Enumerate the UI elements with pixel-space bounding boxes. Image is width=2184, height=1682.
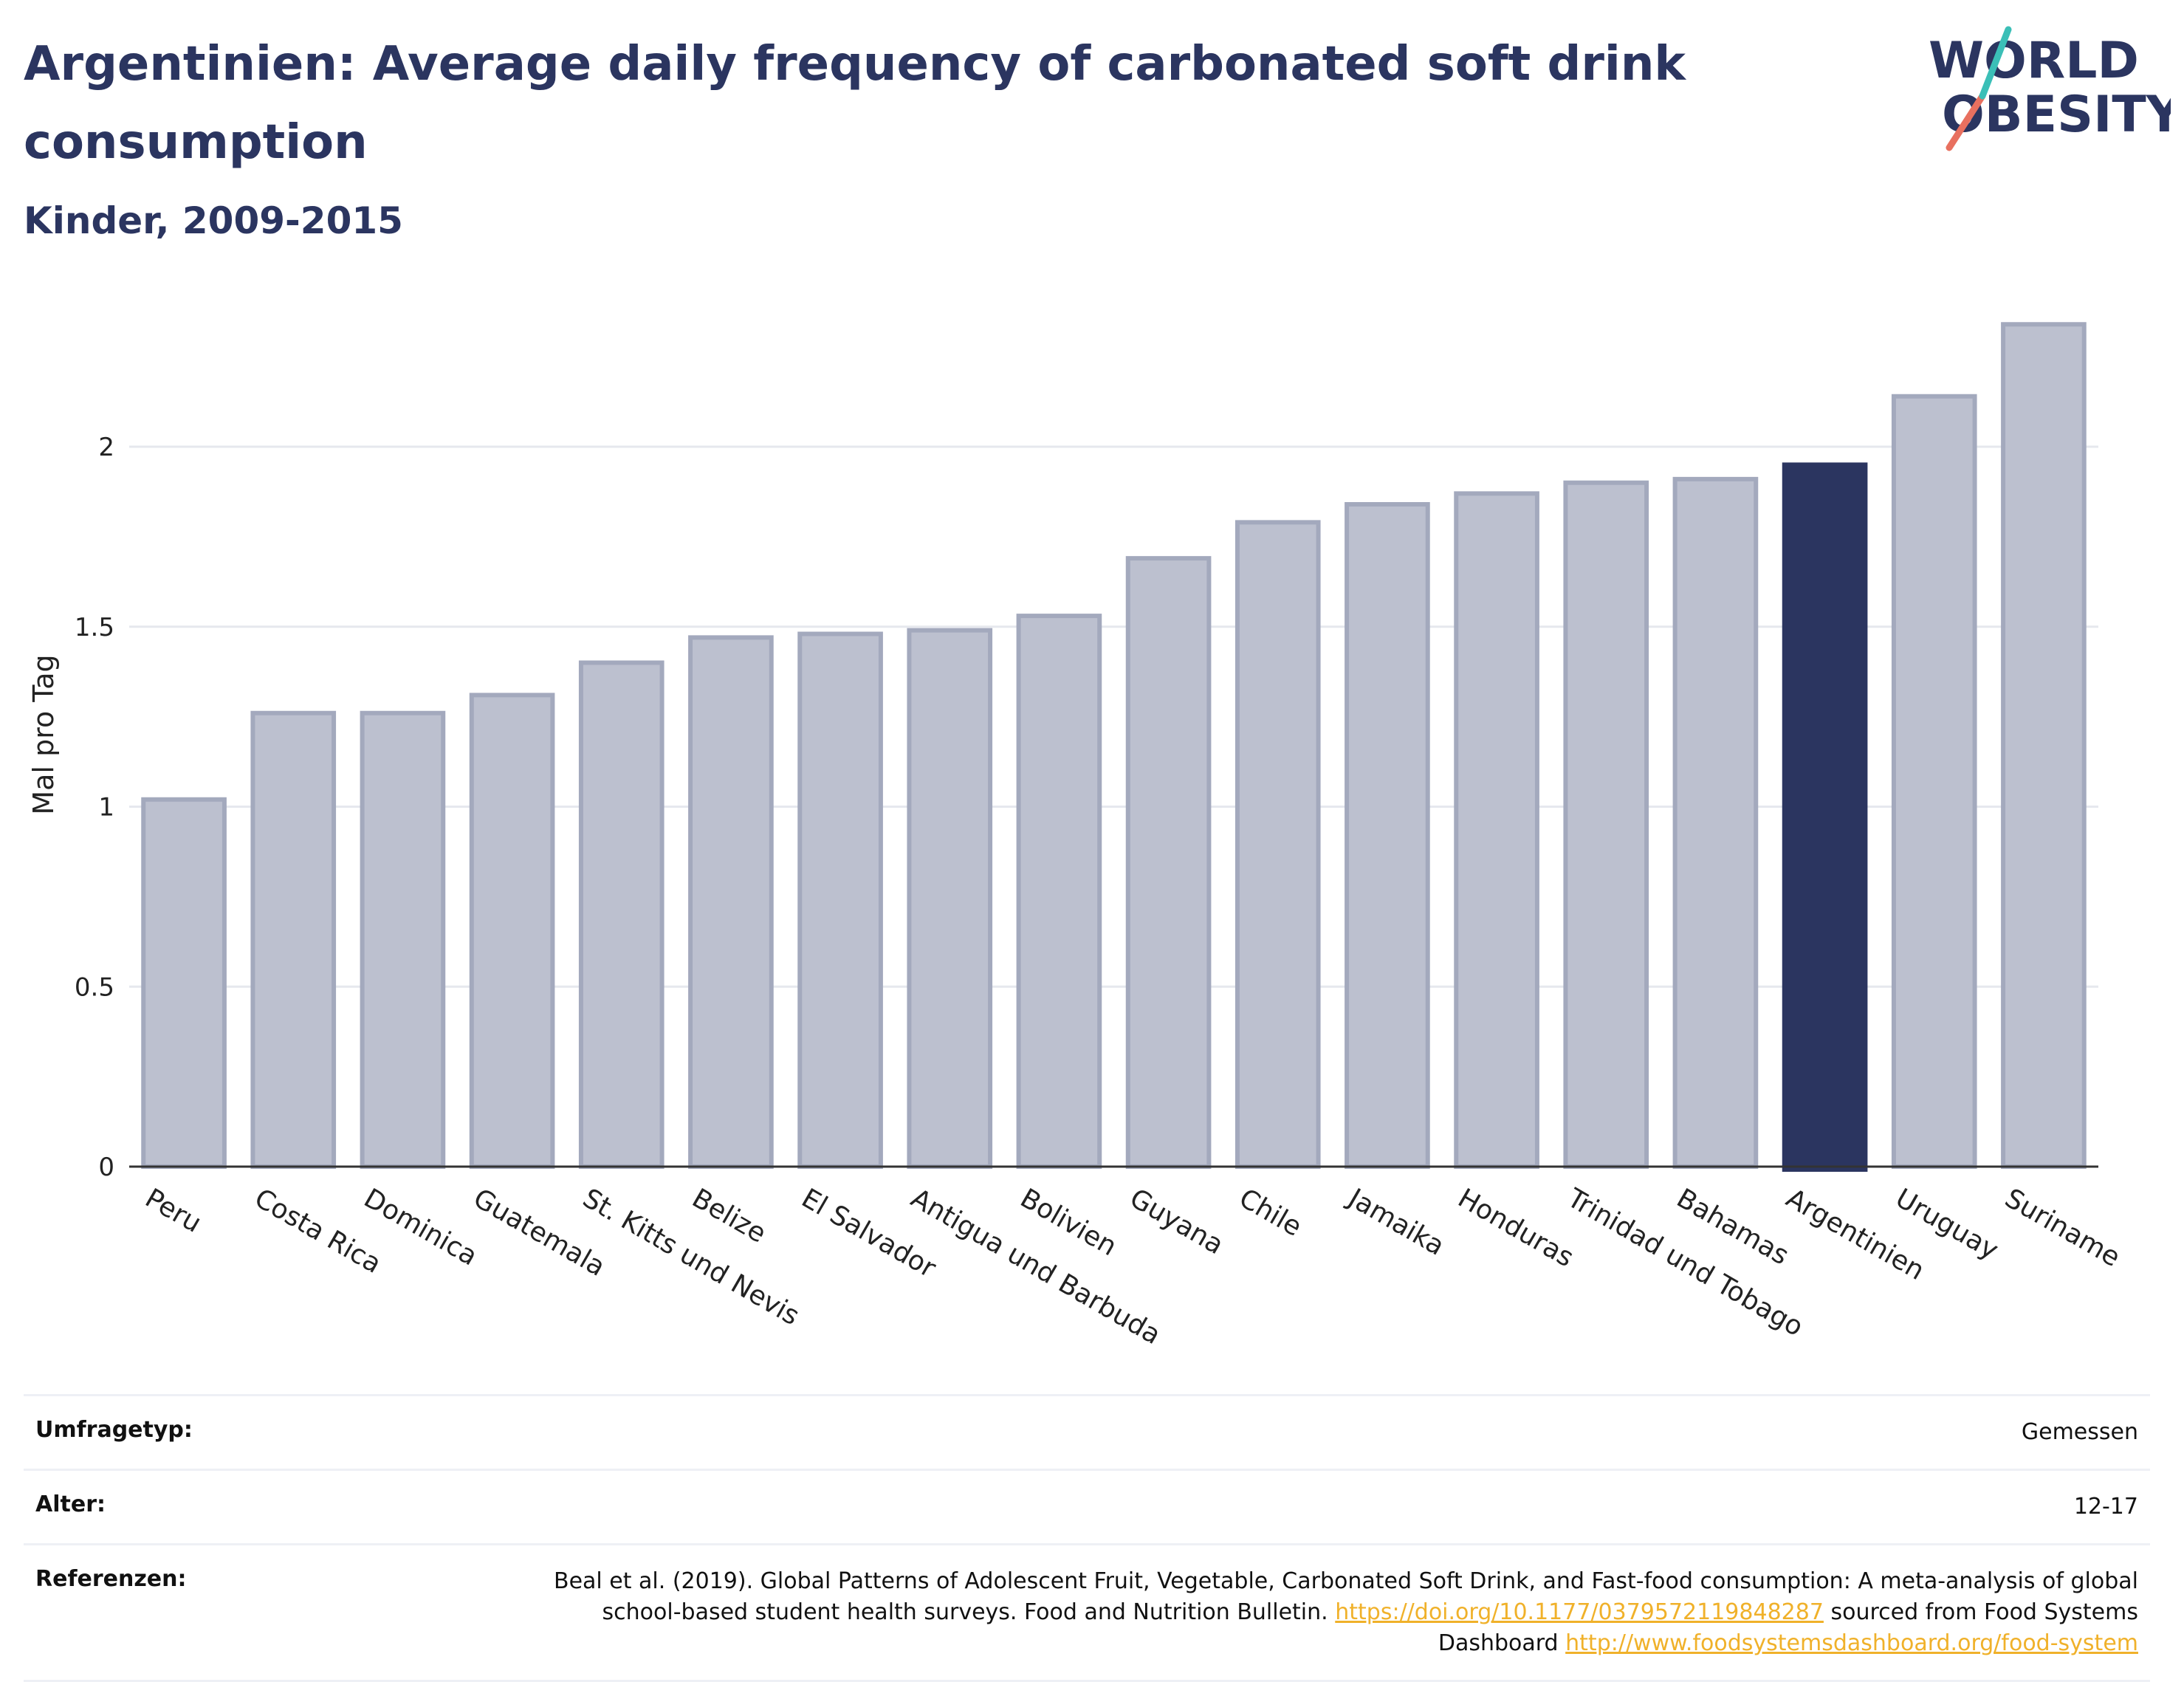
- x-tick-label: Suriname: [1999, 1183, 2125, 1273]
- bar-chile[interactable]: [1234, 520, 1321, 1169]
- reference-text-1: Beal et al. (2019). Global Patterns of A…: [553, 1568, 2138, 1625]
- references-label: Referenzen:: [35, 1566, 187, 1592]
- doi-link[interactable]: https://doi.org/10.1177/0379572119848287: [1335, 1599, 1824, 1625]
- meta-row-survey-type: Umfragetyp: Gemessen: [24, 1394, 2150, 1469]
- bar-antigua-und-barbuda[interactable]: [907, 628, 993, 1169]
- bar-dominica[interactable]: [360, 710, 446, 1169]
- bars: [141, 322, 2087, 1172]
- bar-jamaika[interactable]: [1345, 502, 1430, 1169]
- meta-row-age: Alter: 12-17: [24, 1469, 2150, 1543]
- x-tick-label: Guyana: [1124, 1183, 1229, 1260]
- x-tick-label: Chile: [1234, 1183, 1307, 1243]
- x-tick-label: Jamaika: [1342, 1182, 1449, 1262]
- bar-bahamas[interactable]: [1672, 476, 1759, 1169]
- y-tick-label: 0.5: [75, 972, 114, 1002]
- logo-line-1: WORLD: [1929, 32, 2139, 90]
- y-axis-title: Mal pro Tag: [27, 654, 60, 814]
- references-value: Beal et al. (2019). Global Patterns of A…: [551, 1566, 2138, 1659]
- bar-bolivien[interactable]: [1016, 614, 1102, 1169]
- y-tick-label: 0: [98, 1153, 114, 1182]
- bar-honduras[interactable]: [1454, 491, 1539, 1169]
- age-value: 12-17: [2073, 1494, 2138, 1520]
- meta-row-references: Referenzen: Beal et al. (2019). Global P…: [24, 1543, 2150, 1682]
- bar-costa-rica[interactable]: [250, 710, 337, 1169]
- bar-guatemala[interactable]: [469, 693, 555, 1169]
- bar-suriname[interactable]: [2001, 322, 2087, 1169]
- logo-line-2: OBESITY: [1942, 86, 2171, 144]
- bar-chart: 0 0.5 1 1.5 2 Peru Costa RicaDominicaGuatemal…: [27, 322, 2126, 1350]
- bar-trinidad-und-tobago[interactable]: [1563, 480, 1649, 1169]
- bar-el-salvador[interactable]: [797, 631, 883, 1169]
- x-tick-label: Belize: [687, 1183, 771, 1249]
- bar-uruguay[interactable]: [1891, 394, 1977, 1169]
- bar-peru[interactable]: [141, 797, 227, 1169]
- age-label: Alter:: [35, 1492, 106, 1517]
- chart-title: Argentinien: Average daily frequency of …: [24, 37, 1686, 170]
- y-tick-label: 1.5: [75, 613, 114, 642]
- bar-argentinien[interactable]: [1782, 462, 1868, 1172]
- y-axis-ticks: 0 0.5 1 1.5 2: [75, 433, 114, 1182]
- bar-belize[interactable]: [688, 635, 774, 1169]
- survey-type-label: Umfragetyp:: [35, 1417, 193, 1443]
- reference-text-2: sourced from Food Systems Dashboard: [1438, 1599, 2138, 1656]
- y-tick-label: 1: [98, 793, 114, 823]
- x-tick-label: Honduras: [1453, 1183, 1579, 1273]
- y-tick-label: 2: [98, 433, 114, 462]
- chart-subtitle: Kinder, 2009-2015: [24, 199, 403, 242]
- metadata-table: Umfragetyp: Gemessen Alter: 12-17 Refere…: [24, 1394, 2150, 1682]
- x-tick-label: Peru: [140, 1183, 207, 1239]
- world-obesity-logo: WORLD OBESITY: [1929, 26, 2171, 151]
- bar-st-kitts-und-nevis[interactable]: [578, 660, 665, 1169]
- food-systems-link[interactable]: http://www.foodsystemsdashboard.org/food…: [1565, 1630, 2138, 1656]
- survey-type-value: Gemessen: [2021, 1419, 2138, 1445]
- grid-lines: [129, 445, 2098, 988]
- bar-guyana[interactable]: [1125, 556, 1212, 1169]
